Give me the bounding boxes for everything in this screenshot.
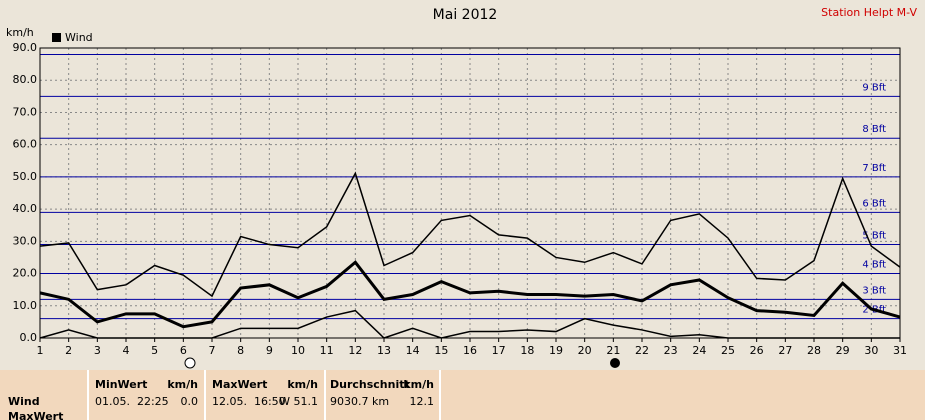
x-tick-label: 11 [320, 344, 334, 357]
beaufort-label: 7 Bft [862, 163, 886, 174]
wind-line [39, 171, 901, 298]
y-tick-label: 10.0 [13, 299, 38, 312]
row-label: Wind [8, 395, 40, 408]
x-tick-label: 23 [664, 344, 678, 357]
cell-time: 12.05. 16:50 [212, 395, 286, 408]
moon-new [610, 358, 620, 368]
x-tick-label: 7 [209, 344, 216, 357]
wind-line [39, 309, 900, 339]
x-tick-label: 27 [778, 344, 792, 357]
y-tick-label: 50.0 [13, 170, 38, 183]
y-axis-label: km/h [6, 26, 34, 39]
chart-title: Mai 2012 [433, 7, 498, 23]
moon-full [184, 357, 196, 369]
x-tick-label: 28 [807, 344, 821, 357]
cell-value: W 51.1 [279, 395, 318, 408]
x-tick-label: 25 [721, 344, 735, 357]
x-tick-label: 15 [434, 344, 448, 357]
x-tick-label: 13 [377, 344, 391, 357]
x-tick-label: 18 [520, 344, 534, 357]
beaufort-label: 3 Bft [862, 285, 886, 296]
x-tick-label: 14 [406, 344, 420, 357]
table-panel [0, 370, 925, 420]
x-tick-label: 21 [606, 344, 620, 357]
column-unit: km/h [287, 378, 318, 391]
x-tick-label: 1 [37, 344, 44, 357]
beaufort-label: 9 Bft [862, 82, 886, 93]
y-tick-label: 30.0 [13, 234, 38, 247]
beaufort-label: 4 Bft [862, 260, 886, 271]
legend-label: Wind [65, 31, 93, 44]
column-header: Durchschnitt [330, 378, 410, 391]
y-tick-label: 90.0 [13, 41, 38, 54]
x-tick-label: 4 [123, 344, 130, 357]
x-tick-label: 3 [94, 344, 101, 357]
x-tick-label: 5 [151, 344, 158, 357]
x-tick-label: 19 [549, 344, 563, 357]
x-tick-label: 24 [692, 344, 706, 357]
x-tick-label: 22 [635, 344, 649, 357]
y-tick-label: 40.0 [13, 202, 38, 215]
plot-frame [39, 47, 901, 339]
cell-value: 0.0 [181, 395, 199, 408]
column-header: MinWert [95, 378, 147, 391]
beaufort-label: 8 Bft [862, 124, 886, 135]
legend-swatch [52, 33, 61, 42]
x-tick-label: 12 [348, 344, 362, 357]
x-tick-label: 8 [237, 344, 244, 357]
x-tick-label: 30 [864, 344, 878, 357]
cell-time: 01.05. 22:25 [95, 395, 169, 408]
chart-subtitle: Station Helpt M-V [821, 6, 917, 19]
column-unit: km/h [403, 378, 434, 391]
x-tick-label: 2 [65, 344, 72, 357]
wind-line [39, 260, 901, 329]
x-tick-label: 20 [578, 344, 592, 357]
beaufort-label: 6 Bft [862, 198, 886, 209]
column-header: MaxWert [212, 378, 267, 391]
x-tick-label: 10 [291, 344, 305, 357]
y-tick-label: 80.0 [13, 73, 38, 86]
x-tick-label: 17 [492, 344, 506, 357]
x-tick-label: 26 [750, 344, 764, 357]
cell-time: 9030.7 km [330, 395, 389, 408]
x-tick-label: 16 [463, 344, 477, 357]
y-tick-label: 0.0 [20, 331, 38, 344]
x-tick-label: 31 [893, 344, 907, 357]
y-tick-label: 70.0 [13, 105, 38, 118]
cell-value: 12.1 [410, 395, 435, 408]
column-unit: km/h [167, 378, 198, 391]
x-tick-label: 29 [836, 344, 850, 357]
row-label: MaxWert [8, 410, 63, 420]
x-tick-label: 9 [266, 344, 273, 357]
beaufort-label: 5 Bft [862, 231, 886, 242]
x-tick-label: 6 [180, 344, 187, 357]
y-tick-label: 60.0 [13, 138, 38, 151]
y-tick-label: 20.0 [13, 267, 38, 280]
